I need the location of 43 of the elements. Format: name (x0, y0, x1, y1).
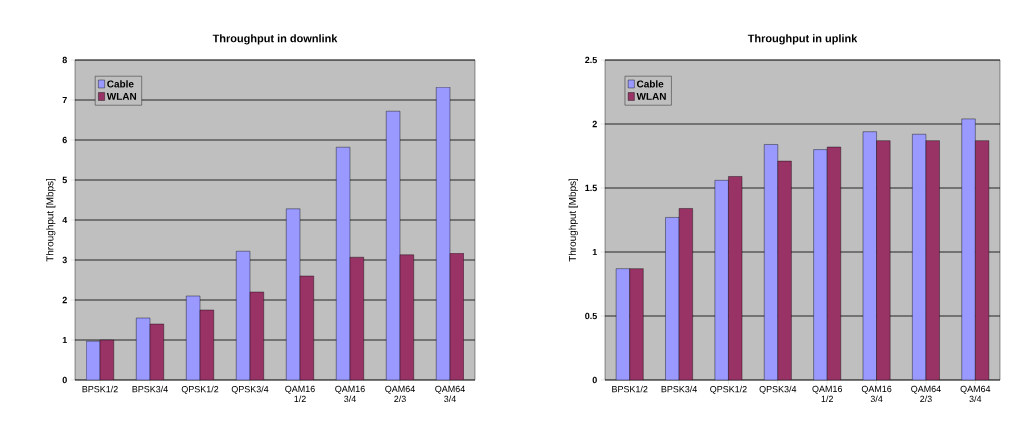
bar (629, 268, 644, 380)
legend-label: WLAN (636, 92, 666, 100)
legend-label: Cable (107, 80, 134, 88)
y-tick-label: 0 (62, 376, 67, 384)
x-tick-label: BPSK1/2 (82, 385, 118, 393)
x-tick-label: QAM64 3/4 (960, 385, 991, 403)
y-tick-label: 2 (592, 120, 597, 128)
y-tick-label: 8 (62, 56, 67, 64)
x-tick-label: QPSK1/2 (710, 385, 747, 394)
x-tick-label: QAM64 2/3 (911, 385, 941, 403)
x-tick-label: QAM64 2/3 (385, 385, 415, 403)
y-tick-label: 1 (592, 248, 597, 256)
x-tick-label: QAM16 1/2 (812, 385, 842, 403)
y-tick-label: 2.5 (585, 56, 597, 64)
x-tick-label: QAM64 3/4 (435, 385, 465, 403)
bar (777, 160, 792, 380)
y-tick-label: 5 (62, 176, 67, 184)
x-tick-label: QAM16 3/4 (861, 385, 892, 403)
x-tick-label: QPSK1/2 (181, 385, 219, 394)
chart-title: Throughput in downlink (212, 34, 338, 45)
y-tick-label: 2 (62, 296, 67, 304)
x-tick-label: QPSK3/4 (231, 385, 269, 394)
y-tick-label: 0.5 (585, 312, 597, 320)
legend-label: WLAN (106, 92, 137, 100)
y-tick-label: 6 (62, 136, 67, 144)
y-tick-label: 1.5 (585, 184, 597, 192)
x-tick-label: QAM16 3/4 (335, 385, 365, 403)
legend-label: Cable (636, 80, 664, 88)
x-tick-label: QAM16 1/2 (285, 385, 315, 403)
y-tick-label: 4 (62, 216, 68, 224)
y-tick-label: 0 (592, 376, 597, 384)
x-tick-label: BPSK1/2 (612, 385, 648, 393)
y-axis-title: Throughput [Mbps] (46, 178, 56, 262)
bar (961, 118, 976, 380)
chart-title: Throughput in uplink (747, 34, 858, 45)
x-tick-label: BPSK3/4 (661, 385, 697, 393)
bar (813, 149, 828, 380)
y-tick-label: 7 (62, 96, 67, 104)
y-tick-label: 3 (62, 256, 67, 264)
x-tick-label: QPSK3/4 (759, 385, 797, 394)
y-tick-label: 1 (62, 336, 67, 344)
y-axis-title: Throughput [Mbps] (568, 178, 578, 262)
x-tick-label: BPSK3/4 (132, 385, 168, 393)
